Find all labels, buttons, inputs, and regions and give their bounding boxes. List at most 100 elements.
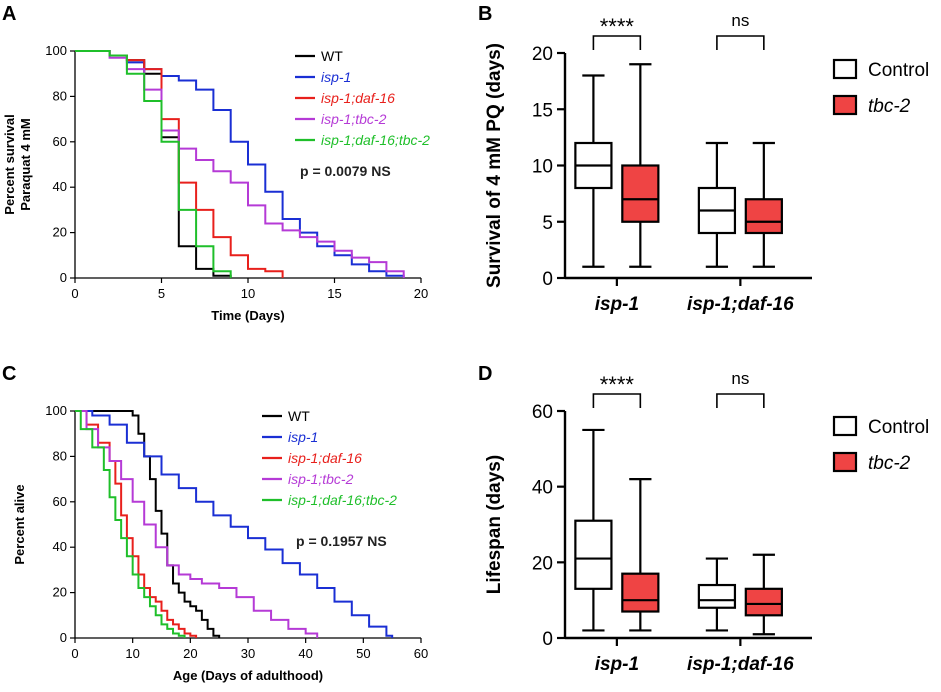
y-tick-label: 10 xyxy=(532,157,553,178)
legend-label-isp-1: isp-1 xyxy=(321,69,351,85)
legend-label-wt: WT xyxy=(321,48,343,64)
x-tick-label: 40 xyxy=(298,646,312,661)
box-isp-1-control xyxy=(574,74,613,268)
legend-label-isp-1-daf-16: isp-1;daf-16 xyxy=(321,90,395,106)
legend-label-control: Control xyxy=(868,417,929,438)
box-isp-1-tbc-2 xyxy=(621,63,660,268)
box-isp-1-daf-16-tbc-2 xyxy=(744,553,783,636)
survival-chart-c: 0 10 20 30 40 50 60 0 20 40 60 80 100 Age (Days of ad… xyxy=(12,403,428,683)
panel-label-b: B xyxy=(478,3,492,25)
y-tick-label: 20 xyxy=(532,44,553,65)
box-chart-d: 0 20 40 60 Lifespan (days) isp-1 isp-1;daf-16 *… xyxy=(484,369,929,675)
y-tick-label: 80 xyxy=(53,448,67,463)
y-tick-label: 60 xyxy=(532,402,553,423)
panel-label-c: C xyxy=(2,363,16,385)
y-axis-title: Survival of 4 mM PQ (days) xyxy=(484,43,505,288)
category-label-isp-1-daf-16: isp-1;daf-16 xyxy=(687,294,794,315)
legend-label-isp-1: isp-1 xyxy=(288,429,318,445)
category-label-isp-1-daf-16: isp-1;daf-16 xyxy=(687,654,794,675)
y-tick-label: 0 xyxy=(542,269,553,290)
series-line-isp-1-tbc-2 xyxy=(75,50,405,278)
box-isp-1-daf-16-control xyxy=(697,141,737,268)
x-tick-label: 30 xyxy=(241,646,255,661)
y-tick-label: 100 xyxy=(45,403,67,418)
y-tick-label: 0 xyxy=(60,270,67,285)
legend-label-wt: WT xyxy=(288,408,310,424)
y-tick-label: 40 xyxy=(53,539,67,554)
box-iqr xyxy=(574,519,613,590)
y-tick-label: 40 xyxy=(532,478,553,499)
series-line-isp-1-daf-16-tbc-2 xyxy=(75,410,186,638)
y-tick-label: 20 xyxy=(53,585,67,600)
y-tick-label: 80 xyxy=(53,88,67,103)
legend-label-isp-1-tbc-2: isp-1;tbc-2 xyxy=(321,111,387,127)
y-axis-title: Paraquat 4 mM xyxy=(18,118,33,210)
significance-label: **** xyxy=(600,372,635,397)
box-iqr xyxy=(744,587,783,617)
category-label-isp-1: isp-1 xyxy=(595,294,639,315)
legend-swatch-tbc-2 xyxy=(832,94,858,116)
box-isp-1-daf-16-control xyxy=(697,557,737,632)
x-tick-label: 15 xyxy=(327,286,341,301)
box-iqr xyxy=(697,583,737,609)
x-tick-label: 10 xyxy=(241,286,255,301)
legend-label-isp-1-daf-16-tbc-2: isp-1;daf-16;tbc-2 xyxy=(321,132,430,148)
legend-label-isp-1-daf-16-tbc-2: isp-1;daf-16;tbc-2 xyxy=(288,492,397,508)
box-iqr xyxy=(621,572,660,613)
y-tick-label: 15 xyxy=(532,100,553,121)
series-line-isp-1-daf-16-tbc-2 xyxy=(75,50,232,278)
legend-swatch-control xyxy=(832,58,858,80)
y-axis-title: Lifespan (days) xyxy=(484,455,505,594)
significance-bracket-isp-1-daf-16 xyxy=(716,393,765,408)
y-tick-label: 60 xyxy=(53,134,67,149)
significance-label: **** xyxy=(600,14,635,39)
legend-label-isp-1-daf-16: isp-1;daf-16 xyxy=(288,450,362,466)
legend-label-control: Control xyxy=(868,60,929,81)
x-tick-label: 60 xyxy=(414,646,428,661)
y-tick-label: 20 xyxy=(53,225,67,240)
y-tick-label: 40 xyxy=(53,179,67,194)
y-tick-label: 0 xyxy=(542,629,553,650)
y-tick-label: 20 xyxy=(532,553,553,574)
significance-bracket-isp-1-daf-16 xyxy=(716,35,765,50)
box-iqr xyxy=(744,198,783,235)
x-axis-title: Time (Days) xyxy=(211,308,284,323)
legend-label-tbc-2: tbc-2 xyxy=(868,96,911,117)
series-line-isp-1-tbc-2 xyxy=(75,410,319,638)
significance-label: ns xyxy=(731,369,749,388)
panel-label-a: A xyxy=(2,3,16,25)
y-tick-label: 60 xyxy=(53,494,67,509)
category-label-isp-1: isp-1 xyxy=(595,654,639,675)
x-tick-label: 50 xyxy=(356,646,370,661)
survival-chart-a: 0 5 10 15 20 0 20 40 60 80 100 Time (Days) Percent s… xyxy=(2,43,430,323)
x-tick-label: 10 xyxy=(125,646,139,661)
x-tick-label: 20 xyxy=(183,646,197,661)
box-iqr xyxy=(621,164,660,223)
legend-label-tbc-2: tbc-2 xyxy=(868,453,911,474)
panel-label-d: D xyxy=(478,363,492,385)
series-line-isp-1 xyxy=(75,410,394,638)
y-tick-label: 5 xyxy=(542,213,553,234)
box-chart-b: 0 5 10 15 20 Survival of 4 mM PQ (days) isp-1 i… xyxy=(484,11,929,315)
x-axis-title: Age (Days of adulthood) xyxy=(173,668,323,683)
box-isp-1-daf-16-tbc-2 xyxy=(744,141,783,268)
significance-bracket-isp-1 xyxy=(592,35,642,50)
x-tick-label: 0 xyxy=(71,286,78,301)
box-isp-1-tbc-2 xyxy=(621,478,660,632)
p-value-annotation: p = 0.0079 NS xyxy=(300,163,391,179)
legend-swatch-tbc-2 xyxy=(832,451,858,473)
y-axis-title: Percent alive xyxy=(12,484,27,564)
significance-bracket-isp-1 xyxy=(592,393,642,408)
significance-label: ns xyxy=(731,11,749,30)
y-tick-label: 100 xyxy=(45,43,67,58)
p-value-annotation: p = 0.1957 NS xyxy=(296,533,387,549)
y-axis-title: Percent survival xyxy=(2,114,17,214)
box-isp-1-control xyxy=(574,428,613,632)
series-line-wt xyxy=(75,50,232,278)
x-tick-label: 20 xyxy=(414,286,428,301)
x-tick-label: 5 xyxy=(158,286,165,301)
y-tick-label: 0 xyxy=(60,630,67,645)
x-tick-label: 0 xyxy=(71,646,78,661)
legend-swatch-control xyxy=(832,415,858,437)
